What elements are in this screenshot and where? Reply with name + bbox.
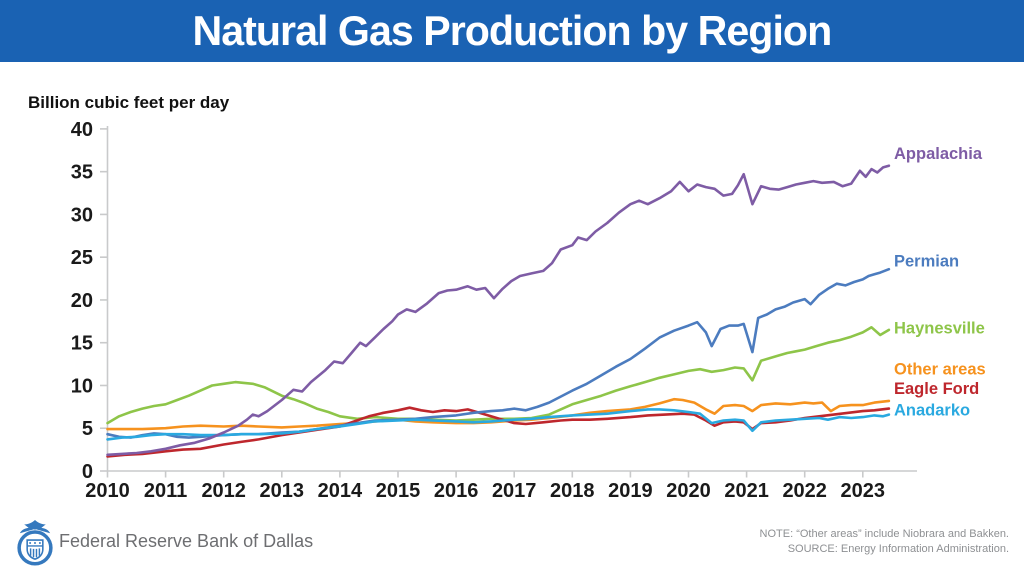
- x-tick-label-2022: 2022: [782, 480, 827, 502]
- x-tick-label-2021: 2021: [724, 480, 769, 502]
- y-tick-label-0: 0: [82, 461, 93, 483]
- x-tick-label-2023: 2023: [841, 480, 886, 502]
- shield-icon: [26, 539, 44, 560]
- note-text: NOTE: “Other areas” include Niobrara and…: [759, 528, 1009, 540]
- source-text: SOURCE: Energy Information Administratio…: [787, 543, 1009, 555]
- y-tick-label-15: 15: [71, 333, 93, 355]
- x-tick-label-2015: 2015: [376, 480, 421, 502]
- y-tick-label-35: 35: [71, 162, 93, 184]
- x-tick-label-2016: 2016: [434, 480, 479, 502]
- x-tick-label-2011: 2011: [144, 480, 187, 502]
- legend-label-haynesville: Haynesville: [894, 319, 985, 337]
- x-tick-label-2013: 2013: [260, 480, 305, 502]
- y-tick-label-30: 30: [71, 204, 93, 226]
- x-tick-label-2020: 2020: [666, 480, 711, 502]
- legend-label-appalachia: Appalachia: [894, 145, 983, 163]
- x-tick-label-2017: 2017: [492, 480, 537, 502]
- series-line-appalachia: [106, 164, 891, 457]
- federal-reserve-seal-logo: [17, 520, 53, 566]
- x-tick-label-2018: 2018: [550, 480, 595, 502]
- y-tick-label-25: 25: [71, 247, 93, 269]
- y-axis-unit-label: Billion cubic feet per day: [28, 93, 230, 112]
- eagle-icon: [19, 520, 51, 534]
- x-tick-label-2012: 2012: [201, 480, 246, 502]
- legend-label-permian: Permian: [894, 253, 959, 271]
- series-line-other-areas: [106, 397, 891, 431]
- x-tick-label-2019: 2019: [608, 480, 653, 502]
- page-title: Natural Gas Production by Region: [192, 7, 833, 54]
- x-tick-label-2014: 2014: [318, 480, 363, 502]
- series-line-anadarko: [106, 408, 891, 441]
- bank-name: Federal Reserve Bank of Dallas: [59, 531, 314, 551]
- note-block: NOTE: “Other areas” include Niobrara and…: [760, 527, 1009, 557]
- legend-label-eagle-ford: Eagle Ford: [894, 380, 979, 398]
- y-tick-label-10: 10: [71, 375, 93, 397]
- y-tick-label-20: 20: [71, 290, 93, 312]
- legend-label-anadarko: Anadarko: [894, 401, 970, 419]
- x-tick-label-2010: 2010: [85, 480, 130, 502]
- y-tick-label-40: 40: [71, 119, 93, 141]
- series-line-haynesville: [106, 325, 891, 425]
- title-bar: Natural Gas Production by Region: [0, 0, 1024, 62]
- legend-label-other-areas: Other areas: [894, 360, 986, 378]
- y-tick-label-5: 5: [82, 418, 93, 440]
